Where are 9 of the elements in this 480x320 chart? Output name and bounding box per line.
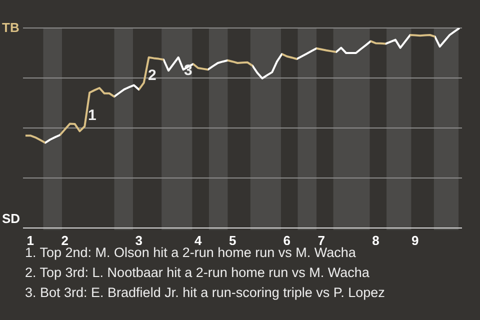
- annotation: 3: [184, 62, 192, 79]
- annotation: 2: [148, 67, 156, 84]
- text: 2. Top 3rd: L. Nootbaar hit a 2-run home run vs M. Wacha: [25, 264, 370, 282]
- annotation: 1: [88, 107, 96, 124]
- text: TB: [2, 20, 20, 36]
- text: 3. Bot 3rd: E. Bradfield Jr. hit a run-scoring triple vs P. Lopez: [25, 284, 385, 302]
- x-tick-label: 8: [372, 233, 380, 248]
- x-tick-label: 9: [412, 233, 419, 248]
- text: SD: [2, 211, 20, 227]
